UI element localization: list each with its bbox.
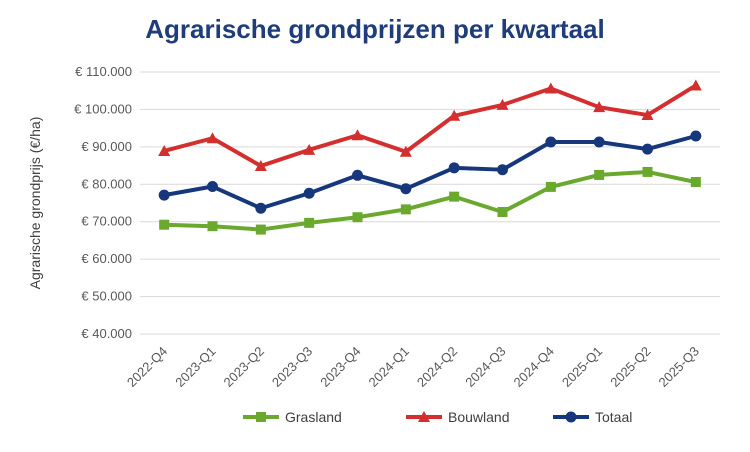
legend-marker-bouwland: [418, 411, 430, 422]
x-tick-label: 2024-Q1: [366, 344, 412, 390]
data-point-totaal: [593, 136, 605, 148]
data-point-totaal: [255, 202, 267, 214]
x-tick-label: 2023-Q1: [172, 344, 218, 390]
legend-label-grasland: Grasland: [285, 409, 342, 425]
x-tick-label: 2022-Q4: [124, 344, 170, 390]
y-tick-label: € 100.000: [74, 101, 132, 116]
data-point-totaal: [303, 187, 315, 199]
y-tick-label: € 50.000: [81, 289, 132, 304]
data-point-grasland: [304, 217, 315, 228]
y-tick-label: € 60.000: [81, 251, 132, 266]
data-point-bouwland: [158, 144, 171, 156]
legend-label-bouwland: Bouwland: [448, 409, 510, 425]
data-point-bouwland: [399, 145, 412, 157]
x-tick-label: 2025-Q2: [607, 344, 653, 390]
data-point-bouwland: [448, 109, 461, 121]
data-point-grasland: [449, 191, 460, 202]
data-point-grasland: [497, 206, 508, 217]
data-point-grasland: [545, 181, 556, 192]
data-point-totaal: [158, 189, 170, 201]
data-point-totaal: [690, 130, 702, 142]
data-point-grasland: [159, 219, 170, 230]
x-tick-label: 2023-Q2: [221, 344, 267, 390]
legend-label-totaal: Totaal: [595, 409, 632, 425]
data-point-bouwland: [593, 101, 606, 113]
y-tick-label: € 110.000: [75, 64, 132, 79]
x-tick-label: 2023-Q4: [317, 344, 363, 390]
y-tick-label: € 80.000: [81, 176, 132, 191]
data-point-bouwland: [206, 132, 219, 144]
data-point-grasland: [352, 212, 363, 223]
data-point-bouwland: [641, 109, 654, 121]
data-point-grasland: [690, 177, 701, 188]
data-point-totaal: [400, 183, 412, 195]
x-tick-label: 2024-Q2: [414, 344, 460, 390]
x-tick-label: 2023-Q3: [269, 344, 315, 390]
data-point-grasland: [207, 221, 218, 232]
data-point-totaal: [545, 136, 557, 148]
data-point-bouwland: [254, 159, 267, 171]
data-point-grasland: [594, 169, 605, 180]
data-point-bouwland: [351, 129, 364, 141]
data-point-totaal: [448, 162, 460, 174]
data-point-grasland: [400, 204, 411, 215]
y-tick-label: € 90.000: [81, 139, 132, 154]
y-tick-label: € 40.000: [81, 326, 132, 341]
data-point-totaal: [642, 143, 653, 155]
y-axis-label: Agrarische grondprijs (€/ha): [27, 117, 43, 290]
data-point-bouwland: [303, 143, 316, 155]
data-point-bouwland: [544, 82, 557, 94]
data-point-grasland: [642, 166, 653, 177]
data-point-grasland: [255, 224, 266, 235]
data-point-totaal: [497, 164, 508, 176]
data-point-totaal: [207, 181, 218, 193]
chart-title: Agrarische grondprijzen per kwartaal: [145, 14, 605, 44]
y-tick-label: € 70.000: [81, 214, 132, 229]
x-tick-label: 2024-Q4: [511, 344, 557, 390]
x-tick-label: 2025-Q1: [559, 344, 605, 390]
data-point-bouwland: [689, 79, 702, 91]
x-tick-label: 2025-Q3: [656, 344, 702, 390]
series-line-totaal: [162, 134, 698, 211]
series-line-grasland: [162, 169, 698, 232]
legend-marker-totaal: [565, 411, 577, 423]
series-line-bouwland: [162, 83, 698, 168]
data-point-totaal: [352, 169, 363, 181]
x-tick-label: 2024-Q3: [462, 344, 508, 390]
data-point-bouwland: [496, 98, 509, 110]
legend-marker-grasland: [256, 412, 266, 422]
